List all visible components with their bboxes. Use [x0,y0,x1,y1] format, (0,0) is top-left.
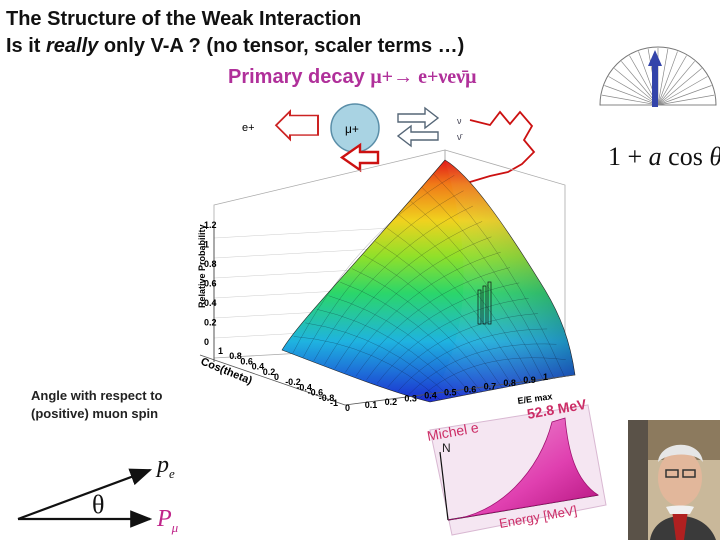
x-tick-label: 0.1 [365,400,378,410]
cos-tick-label: 0.8 [229,351,242,361]
x-tick-label: 0.9 [523,375,536,385]
muon-label: μ+ [345,122,359,136]
nu-label: ν [457,116,462,126]
z-tick-label: 0 [204,337,209,347]
cos-tick-label: -0.6 [308,388,324,398]
angle-theta-label: θ [92,490,105,519]
x-tick-label: 0.6 [464,384,477,394]
muon-spin-arrow [339,142,380,173]
positron-vector [17,468,153,521]
cos-tick-label: -1 [330,398,338,408]
cos-tick-label: -0.2 [285,377,301,387]
x-tick-label: 0.8 [503,378,516,388]
positron-momentum-arrow [274,109,319,142]
nubar-arrow-left [396,124,439,148]
cos-tick-label: 0 [274,372,279,382]
x-tick-label: 0.4 [424,391,437,401]
x-tick-label: 0.2 [385,397,398,407]
z-tick-label: 1.2 [204,220,217,230]
cos-tick-label: 0.6 [240,356,253,366]
nu-arrow-right [397,106,440,130]
surface-plot: Relative Probability 00.20.40.60.811.2 1… [197,149,576,413]
x-tick-label: 0.5 [444,388,457,398]
spin-diagram: e+ μ+ ν ν̄ [242,103,536,192]
vector-diagram [17,468,153,528]
primary-decay-label: Primary decay μ+→ e+νeν̄μ [228,66,477,88]
michel-n-label: N [442,441,451,455]
angular-distribution-formula: 1 + a cos θ [608,142,720,171]
title-line-2: Is it really only V-A ? (no tensor, scal… [6,35,465,57]
michel-spectrum [447,417,600,521]
muon-polarization-label: Pμ [157,506,179,535]
z-tick-label: 0.6 [204,279,217,289]
x-axis-label: E/E max [517,391,553,406]
positron-label: e+ [242,122,255,134]
portrait-photo [628,420,720,540]
x-tick-label: 1 [543,372,548,382]
positron-momentum-label: pe [157,452,175,481]
cos-tick-label: 1 [218,346,223,356]
title-line-1: The Structure of the Weak Interaction [6,8,362,30]
z-axis-label: Relative Probability [197,224,207,308]
x-tick-label: 0.7 [484,381,497,391]
red-pointer-arrow [443,110,536,192]
z-tick-label: 1 [204,240,209,250]
polar-plot [599,46,717,107]
cos-tick-label: -0.4 [296,382,312,392]
z-tick-label: 0.4 [204,298,217,308]
cos-tick-label: 0.4 [252,362,265,372]
x-tick-label: 0.3 [404,394,417,404]
cos-tick-label: 0.2 [263,367,276,377]
michel-inset: Michel e 52.8 MeV N Energy [MeV] [426,396,607,536]
angle-caption-line-2: (positive) muon spin [31,406,159,421]
x-tick-label: 0 [345,403,350,413]
polar-arrow-shaft [652,62,658,107]
polar-arrow-head [648,50,662,66]
nubar-label: ν̄ [457,132,464,142]
z-tick-label: 0.8 [204,259,217,269]
z-tick-label: 0.2 [204,318,217,328]
angle-caption-line-1: Angle with respect to [31,388,163,403]
cos-tick-label: -0.8 [319,393,335,403]
